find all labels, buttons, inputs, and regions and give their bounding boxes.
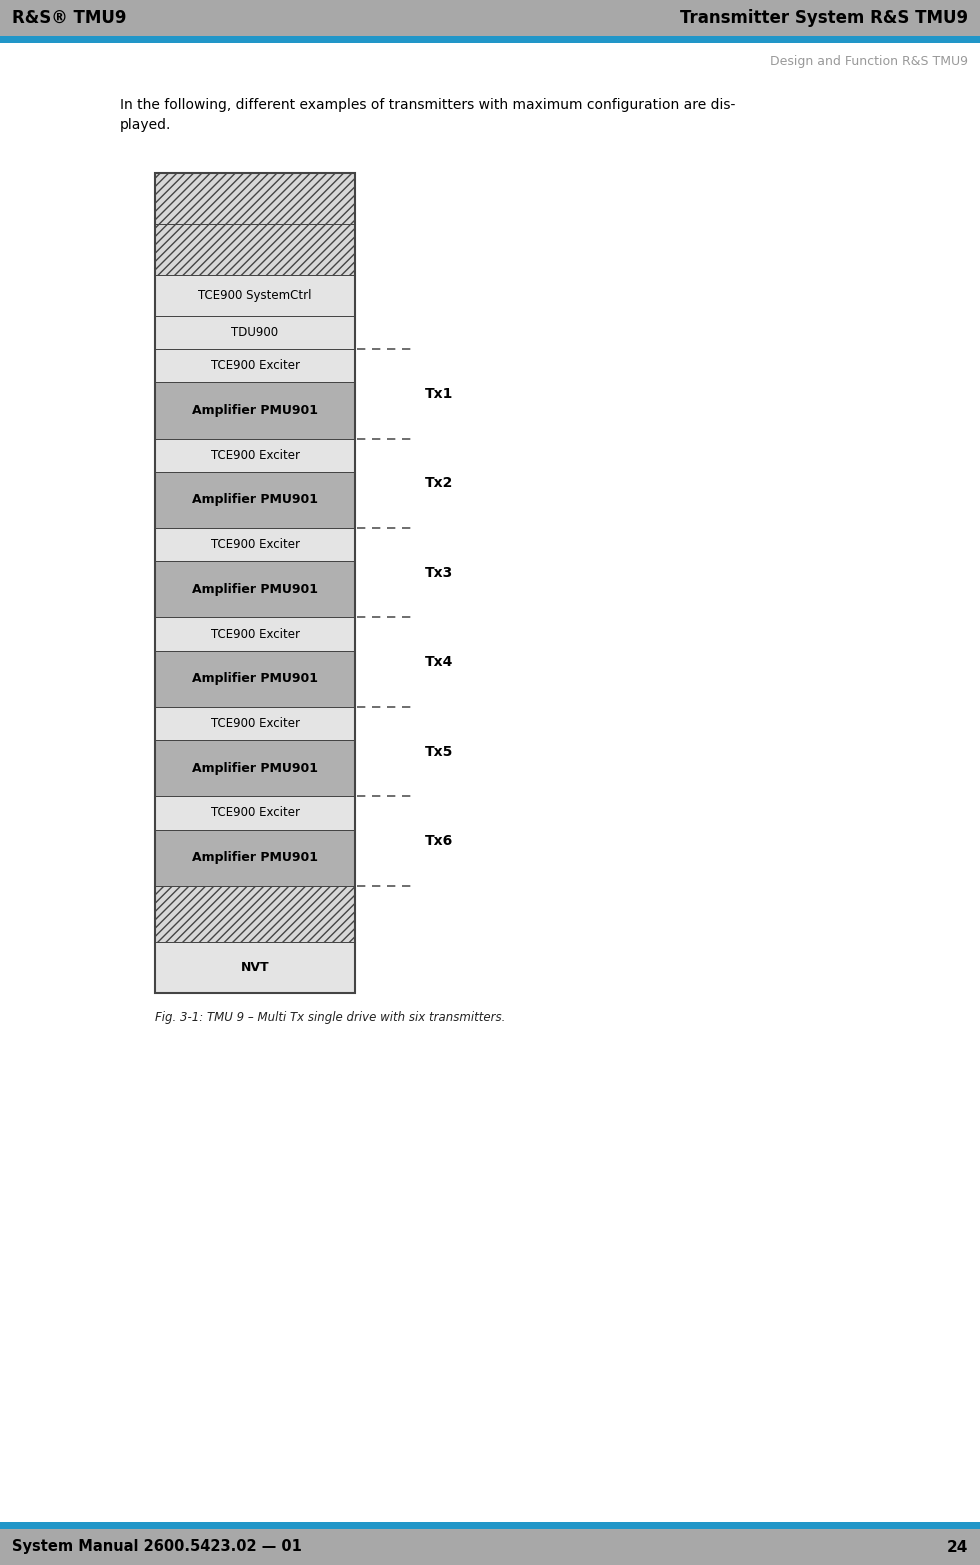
Text: R&S® TMU9: R&S® TMU9: [12, 9, 126, 27]
Bar: [155, 707, 355, 740]
Bar: [155, 174, 355, 994]
Bar: [155, 174, 355, 224]
Text: TDU900: TDU900: [231, 326, 278, 340]
Bar: [155, 316, 355, 349]
Bar: [155, 275, 355, 316]
Bar: [155, 438, 355, 473]
Text: TCE900 Exciter: TCE900 Exciter: [211, 538, 300, 551]
Text: NVT: NVT: [241, 961, 270, 973]
Text: Amplifier PMU901: Amplifier PMU901: [192, 851, 318, 864]
Text: TCE900 SystemCtrl: TCE900 SystemCtrl: [198, 290, 312, 302]
Text: Tx1: Tx1: [425, 387, 454, 401]
Bar: [155, 473, 355, 527]
Bar: [0, 0, 980, 36]
Text: TCE900 Exciter: TCE900 Exciter: [211, 449, 300, 462]
Bar: [155, 651, 355, 707]
Text: Design and Function R&S TMU9: Design and Function R&S TMU9: [770, 55, 968, 67]
Bar: [0, 1529, 980, 1565]
Text: Tx3: Tx3: [425, 567, 454, 579]
Text: Amplifier PMU901: Amplifier PMU901: [192, 582, 318, 596]
Text: In the following, different examples of transmitters with maximum configuration : In the following, different examples of …: [120, 99, 735, 113]
Text: Amplifier PMU901: Amplifier PMU901: [192, 673, 318, 685]
Bar: [155, 942, 355, 994]
Text: Tx2: Tx2: [425, 476, 454, 490]
Text: Amplifier PMU901: Amplifier PMU901: [192, 762, 318, 775]
Text: TCE900 Exciter: TCE900 Exciter: [211, 360, 300, 372]
Bar: [0, 1523, 980, 1529]
Text: Tx4: Tx4: [425, 656, 454, 670]
Text: Fig. 3-1: TMU 9 – Multi Tx single drive with six transmitters.: Fig. 3-1: TMU 9 – Multi Tx single drive …: [155, 1011, 506, 1024]
Text: Amplifier PMU901: Amplifier PMU901: [192, 404, 318, 416]
Bar: [155, 562, 355, 618]
Bar: [155, 829, 355, 886]
Text: Transmitter System R&S TMU9: Transmitter System R&S TMU9: [680, 9, 968, 27]
Bar: [155, 224, 355, 275]
Text: Amplifier PMU901: Amplifier PMU901: [192, 493, 318, 507]
Text: Tx6: Tx6: [425, 834, 454, 848]
Bar: [155, 797, 355, 829]
Bar: [155, 618, 355, 651]
Text: System Manual 2600.5423.02 — 01: System Manual 2600.5423.02 — 01: [12, 1540, 302, 1554]
Text: 24: 24: [947, 1540, 968, 1554]
Text: TCE900 Exciter: TCE900 Exciter: [211, 806, 300, 820]
Text: Tx5: Tx5: [425, 745, 454, 759]
Text: TCE900 Exciter: TCE900 Exciter: [211, 717, 300, 729]
Text: played.: played.: [120, 117, 172, 131]
Bar: [155, 349, 355, 382]
Bar: [155, 886, 355, 942]
Bar: [0, 36, 980, 42]
Bar: [155, 382, 355, 438]
Text: TCE900 Exciter: TCE900 Exciter: [211, 628, 300, 640]
Bar: [155, 740, 355, 797]
Bar: [155, 527, 355, 562]
